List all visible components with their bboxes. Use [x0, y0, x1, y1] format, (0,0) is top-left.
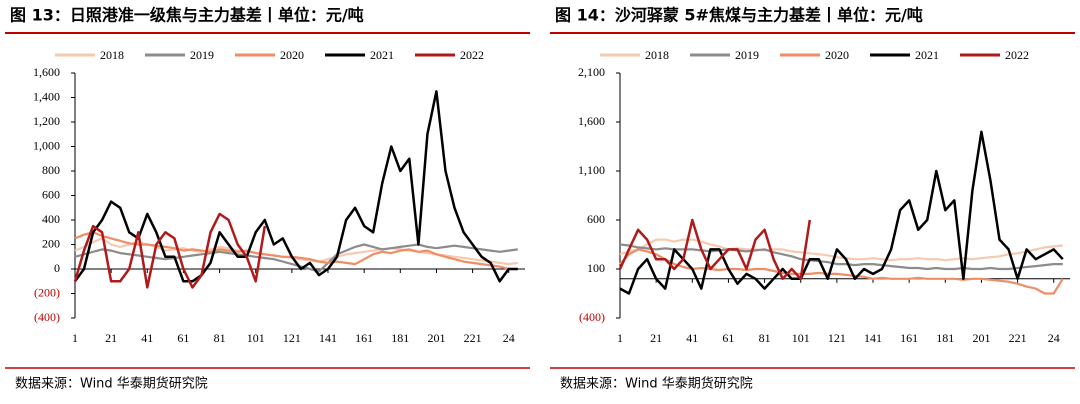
x-tick-label: 181 — [936, 331, 954, 345]
legend-label: 2018 — [645, 48, 669, 62]
source: 数据来源：Wind 华泰期货研究院 — [560, 376, 753, 392]
y-tick-label: 600 — [587, 212, 605, 226]
x-tick-label: 21 — [650, 331, 662, 345]
chart-title: 图 13：日照港准一级焦与主力基差丨单位：元/吨 — [10, 6, 364, 25]
series-line — [619, 130, 1064, 295]
y-tick-label: 200 — [42, 236, 60, 250]
y-tick-label: 100 — [587, 261, 605, 275]
x-tick-label: 41 — [141, 331, 153, 345]
x-tick-label: 161 — [900, 331, 918, 345]
x-tick-label: 1 — [72, 331, 78, 345]
x-tick-label: 221 — [464, 331, 482, 345]
x-tick-label: 121 — [828, 331, 846, 345]
x-tick-label: 121 — [283, 331, 301, 345]
x-tick-label: 1 — [617, 331, 623, 345]
legend-label: 2022 — [460, 48, 484, 62]
chart-title: 图 14：沙河驿蒙 5#焦煤与主力基差丨单位：元/吨 — [555, 6, 923, 25]
x-tick-label: 21 — [105, 331, 117, 345]
y-tick-label: 600 — [42, 187, 60, 201]
y-tick-label: 2,100 — [578, 65, 605, 79]
x-tick-label: 141 — [319, 331, 337, 345]
series-line — [619, 238, 1063, 262]
x-tick-label: 81 — [214, 331, 226, 345]
y-tick-label: (200) — [34, 285, 60, 299]
x-tick-label: 101 — [792, 331, 810, 345]
x-tick-label: 201 — [427, 331, 445, 345]
legend-label: 2020 — [825, 48, 849, 62]
x-tick-label: 101 — [247, 331, 265, 345]
x-tick-label: 61 — [177, 331, 189, 345]
x-tick-label: 81 — [759, 331, 771, 345]
y-tick-label: 0 — [54, 261, 60, 275]
x-tick-label: 24 — [1048, 331, 1060, 345]
x-tick-label: 41 — [686, 331, 698, 345]
legend-label: 2021 — [915, 48, 939, 62]
legend-label: 2021 — [370, 48, 394, 62]
y-tick-label: 1,100 — [578, 163, 605, 177]
y-tick-label: 1,600 — [578, 114, 605, 128]
y-tick-label: 800 — [42, 163, 60, 177]
series-line — [73, 90, 518, 283]
series-line — [618, 218, 812, 281]
x-tick-label: 221 — [1009, 331, 1027, 345]
series-line — [73, 212, 267, 289]
y-tick-label: 400 — [42, 212, 60, 226]
legend-label: 2022 — [1005, 48, 1029, 62]
y-tick-label: (400) — [579, 310, 605, 324]
x-tick-label: 24 — [503, 331, 515, 345]
source: 数据来源：Wind 华泰期货研究院 — [15, 376, 208, 392]
y-tick-label: 1,200 — [33, 114, 60, 128]
y-tick-label: (400) — [34, 310, 60, 324]
x-tick-label: 141 — [864, 331, 882, 345]
legend-label: 2020 — [280, 48, 304, 62]
series-line — [74, 243, 518, 273]
y-tick-label: 1,400 — [33, 89, 60, 103]
series-line — [619, 248, 1064, 295]
y-tick-label: 1,000 — [33, 138, 60, 152]
x-tick-label: 181 — [391, 331, 409, 345]
series-line — [74, 231, 518, 271]
legend-label: 2018 — [100, 48, 124, 62]
legend-label: 2019 — [735, 48, 759, 62]
x-tick-label: 161 — [355, 331, 373, 345]
x-tick-label: 61 — [722, 331, 734, 345]
y-tick-label: 1,600 — [33, 65, 60, 79]
legend-label: 2019 — [190, 48, 214, 62]
x-tick-label: 201 — [972, 331, 990, 345]
series-line — [619, 243, 1063, 271]
